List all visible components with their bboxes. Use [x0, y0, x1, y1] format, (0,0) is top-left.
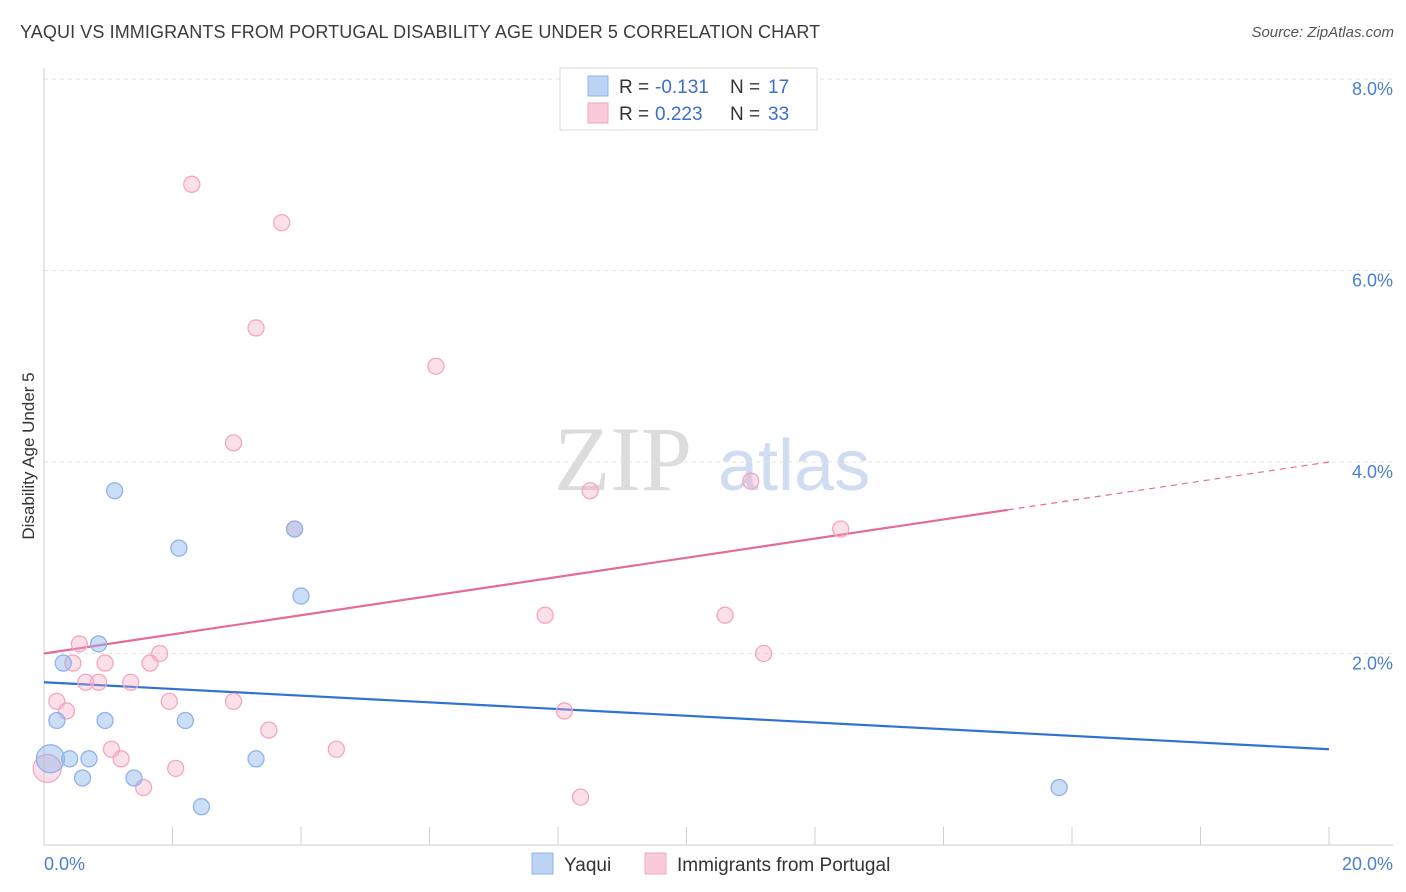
chart-title: YAQUI VS IMMIGRANTS FROM PORTUGAL DISABI… — [20, 22, 821, 42]
data-points — [32, 175, 1068, 816]
portugal-point-9 — [112, 750, 130, 768]
yaqui-point-13 — [247, 750, 265, 768]
x-ticks — [43, 827, 1330, 845]
bottom-legend-swatch-yaqui — [531, 852, 554, 875]
portugal-point-24 — [427, 357, 445, 375]
yaqui-point-9 — [125, 769, 143, 787]
portugal-point-15 — [167, 759, 185, 778]
portugal-point-5 — [77, 673, 95, 691]
portugal-point-4 — [70, 635, 88, 653]
legend-r-label-yaqui: R = — [619, 77, 649, 98]
yaqui-point-15 — [292, 587, 310, 605]
portugal-point-30 — [742, 472, 760, 490]
portugal-point-10 — [122, 673, 140, 691]
yaqui-point-3 — [61, 750, 79, 768]
portugal-point-32 — [832, 520, 850, 538]
yaqui-point-10 — [170, 539, 188, 557]
portugal-point-7 — [96, 654, 114, 672]
legend-r-value-portugal: 0.223 — [655, 104, 703, 125]
yaqui-point-14 — [285, 520, 304, 538]
watermark-zip: ZIP — [554, 408, 692, 510]
portugal-point-16 — [183, 175, 201, 193]
portugal-point-13 — [150, 644, 169, 663]
bottom-legend-swatch-portugal — [644, 852, 667, 875]
yaqui-point-0 — [35, 744, 66, 774]
portugal-point-17 — [224, 692, 243, 711]
axes — [43, 68, 1393, 846]
legend-swatch-yaqui — [587, 75, 609, 97]
portugal-point-21 — [273, 213, 291, 232]
yaqui-point-8 — [106, 482, 124, 500]
y-tick-label: 4.0% — [1352, 462, 1393, 482]
legend-r-value-yaqui: -0.131 — [655, 77, 709, 98]
yaqui-point-1 — [48, 711, 66, 730]
bottom-legend-label-yaqui: Yaqui — [564, 855, 611, 876]
trend-line-yaqui — [43, 681, 1330, 751]
yaqui-point-16 — [1050, 778, 1068, 797]
yaqui-point-7 — [96, 711, 114, 730]
watermark-atlas: atlas — [718, 426, 870, 506]
portugal-point-27 — [571, 788, 590, 806]
correlation-legend: R = -0.131 N = 17 R = 0.223 N = 33 — [559, 67, 818, 131]
portugal-point-25 — [536, 606, 554, 624]
x-tick-label-max: 20.0% — [1342, 854, 1393, 874]
y-tick-labels: 2.0% 4.0% 6.0% 8.0% — [1352, 79, 1393, 674]
watermark: ZIP atlas — [554, 408, 870, 510]
yaqui-point-6 — [89, 635, 108, 653]
trend-line-portugal — [43, 508, 1008, 655]
portugal-point-19 — [247, 319, 265, 337]
portugal-point-14 — [160, 692, 178, 711]
x-tick-label-min: 0.0% — [44, 854, 85, 874]
y-tick-label: 6.0% — [1352, 271, 1393, 291]
yaqui-point-5 — [80, 750, 98, 768]
trend-line-extension-portugal — [1007, 461, 1330, 511]
legend-r-label-portugal: R = — [619, 104, 649, 125]
gridlines — [44, 78, 1393, 654]
bottom-legend-label-portugal: Immigrants from Portugal — [677, 855, 890, 876]
y-axis-label: Disability Age Under 5 — [19, 372, 38, 539]
yaqui-point-11 — [176, 711, 195, 730]
portugal-point-29 — [716, 606, 734, 624]
legend-n-value-yaqui: 17 — [768, 77, 789, 98]
portugal-point-28 — [581, 482, 599, 500]
portugal-point-6 — [89, 673, 108, 691]
source-credit: Source: ZipAtlas.com — [1251, 24, 1394, 41]
yaqui-point-4 — [73, 769, 92, 787]
legend-n-label-yaqui: N = — [730, 77, 760, 98]
portugal-point-20 — [260, 721, 278, 739]
portugal-point-18 — [224, 434, 243, 452]
y-tick-label: 2.0% — [1352, 654, 1393, 674]
portugal-point-31 — [754, 644, 773, 663]
portugal-point-3 — [64, 654, 82, 672]
portugal-point-26 — [555, 702, 574, 720]
legend-n-label-portugal: N = — [730, 104, 760, 125]
portugal-point-23 — [327, 740, 345, 758]
y-tick-label: 8.0% — [1352, 79, 1393, 99]
yaqui-point-2 — [54, 654, 72, 672]
legend-n-value-portugal: 33 — [768, 104, 789, 125]
series-legend: Yaqui Immigrants from Portugal — [531, 852, 890, 876]
legend-swatch-portugal — [587, 102, 609, 124]
yaqui-point-12 — [192, 798, 211, 816]
